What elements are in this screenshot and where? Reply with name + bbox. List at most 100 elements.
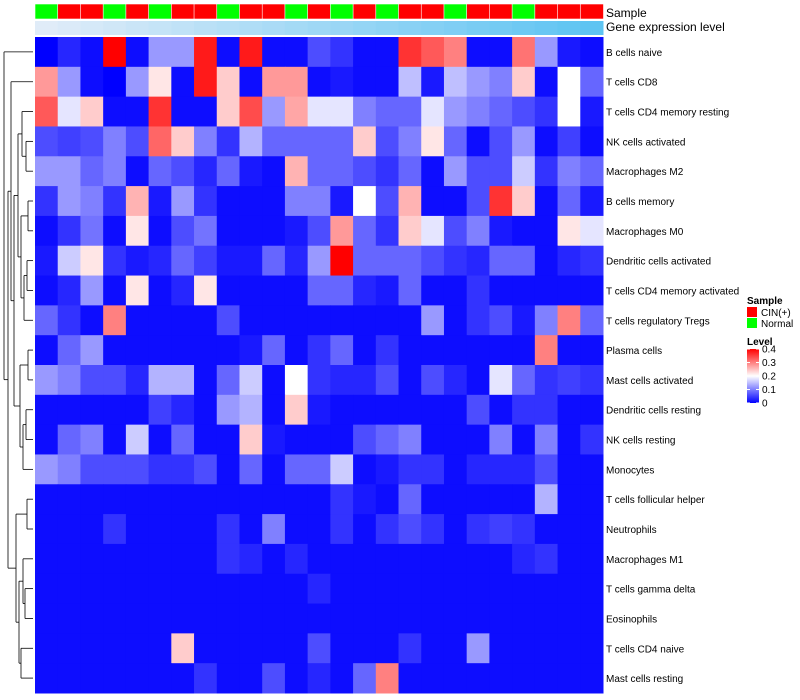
heatmap-cell [103, 663, 127, 694]
row-label: NK cells activated [606, 137, 685, 148]
heatmap-cell [284, 394, 309, 426]
heatmap-cell [580, 156, 604, 187]
heatmap-cell [421, 245, 445, 277]
heatmap-cell [80, 484, 104, 515]
sample-annotation-cell [102, 3, 127, 20]
heatmap-cell [580, 603, 604, 634]
heatmap-cell [307, 66, 331, 98]
heatmap-cell [489, 394, 513, 426]
heatmap-cell [148, 215, 172, 247]
heatmap-cell [125, 245, 150, 277]
sample-legend-title: Sample [747, 296, 783, 307]
heatmap-cell [262, 663, 286, 694]
heatmap-cell [35, 126, 59, 157]
heatmap-cell [239, 543, 263, 575]
heatmap-cell [375, 484, 400, 515]
heatmap-cell [557, 663, 581, 694]
heatmap-cell [466, 424, 490, 455]
heatmap-cell [580, 543, 604, 575]
level-legend-title: Level [747, 337, 773, 348]
heatmap-cell [353, 514, 377, 545]
heatmap-cell [398, 335, 422, 366]
row-label: T cells CD4 memory resting [606, 108, 729, 119]
heatmap-cell [35, 573, 59, 605]
heatmap-cell [580, 633, 604, 664]
heatmap-cell [35, 96, 59, 127]
heatmap-cell [466, 335, 490, 366]
heatmap-cell [330, 633, 354, 664]
sample-annotation-cell [125, 3, 150, 20]
heatmap-cell [398, 96, 422, 127]
heatmap-cell [216, 66, 240, 98]
heatmap-cell [307, 305, 331, 336]
heatmap-cell [103, 275, 127, 306]
sample-legend-swatch-normal [747, 318, 757, 328]
heatmap-cell [512, 663, 536, 694]
heatmap-cell [171, 335, 195, 366]
heatmap-cell [35, 335, 59, 366]
heatmap-cell [239, 365, 263, 396]
heatmap-cell [262, 126, 286, 157]
heatmap-cell [421, 424, 445, 455]
heatmap-cell [534, 305, 559, 336]
heatmap-cell [353, 484, 377, 515]
heatmap-cell [239, 126, 263, 157]
heatmap-cell [375, 215, 400, 247]
heatmap-cell [103, 394, 127, 426]
heatmap-cell [262, 66, 286, 98]
heatmap-cell [262, 156, 286, 187]
heatmap-cell [57, 365, 81, 396]
heatmap-cell [489, 424, 513, 455]
heatmap-cell [512, 126, 536, 157]
heatmap-cell [284, 37, 309, 68]
heatmap-cell [512, 514, 536, 545]
heatmap-cell [466, 215, 490, 247]
heatmap-cell [398, 365, 422, 396]
row-label: Mast cells activated [606, 376, 693, 387]
heatmap-cell [216, 633, 240, 664]
heatmap-cell [375, 663, 400, 694]
heatmap-cell [239, 335, 263, 366]
heatmap-cell [330, 245, 354, 277]
row-label: Mast cells resting [606, 674, 683, 685]
heatmap-cell [421, 365, 445, 396]
sample-annotation-cell [34, 3, 59, 20]
heatmap-cell [194, 514, 218, 545]
heatmap-cell [284, 156, 309, 187]
heatmap-cell [80, 305, 104, 336]
heatmap-cell [443, 245, 468, 277]
heatmap-cell [353, 603, 377, 634]
heatmap-cell [80, 365, 104, 396]
heatmap-cell [262, 215, 286, 247]
sample-annotation-cell [330, 3, 354, 20]
level-tick-label: 0.2 [762, 372, 776, 383]
heatmap-cell [421, 126, 445, 157]
heatmap-cell [35, 514, 59, 545]
heatmap-cell [35, 543, 59, 575]
heatmap-cell [443, 484, 468, 515]
heatmap-cell [534, 66, 559, 98]
heatmap-cell [398, 514, 422, 545]
heatmap-cell [148, 305, 172, 336]
heatmap-cell [148, 335, 172, 366]
heatmap-cell [398, 543, 422, 575]
heatmap-cell [125, 454, 150, 485]
heatmap-cell [421, 156, 445, 187]
heatmap-cell [239, 454, 263, 485]
heatmap-cell [330, 424, 354, 455]
heatmap-cell [262, 454, 286, 485]
heatmap-cell [330, 484, 354, 515]
heatmap-cell [125, 275, 150, 306]
heatmap-cell [284, 275, 309, 306]
row-label: Neutrophils [606, 525, 657, 536]
heatmap-cell [80, 215, 104, 247]
heatmap-cell [512, 603, 536, 634]
heatmap-cell [330, 66, 354, 98]
heatmap-cell [35, 454, 59, 485]
row-labels: B cells naive T cells CD8 T cells CD4 memo… [606, 48, 739, 685]
heatmap-cell [512, 186, 536, 217]
heatmap-cell [443, 394, 468, 426]
heatmap-cell [375, 424, 400, 455]
heatmap-cell [307, 424, 331, 455]
heatmap-cell [57, 454, 81, 485]
